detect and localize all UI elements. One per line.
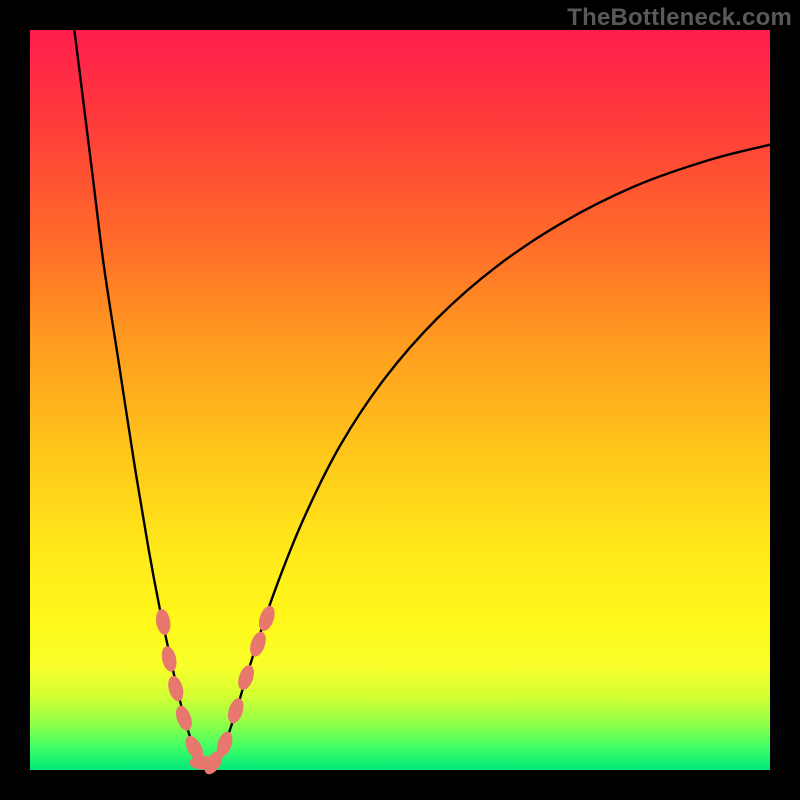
watermark-text: TheBottleneck.com [567, 4, 792, 32]
chart-canvas: { "watermark": { "text": "TheBottleneck.… [0, 0, 800, 800]
bottleneck-plot [0, 0, 800, 800]
plot-background [30, 30, 770, 770]
